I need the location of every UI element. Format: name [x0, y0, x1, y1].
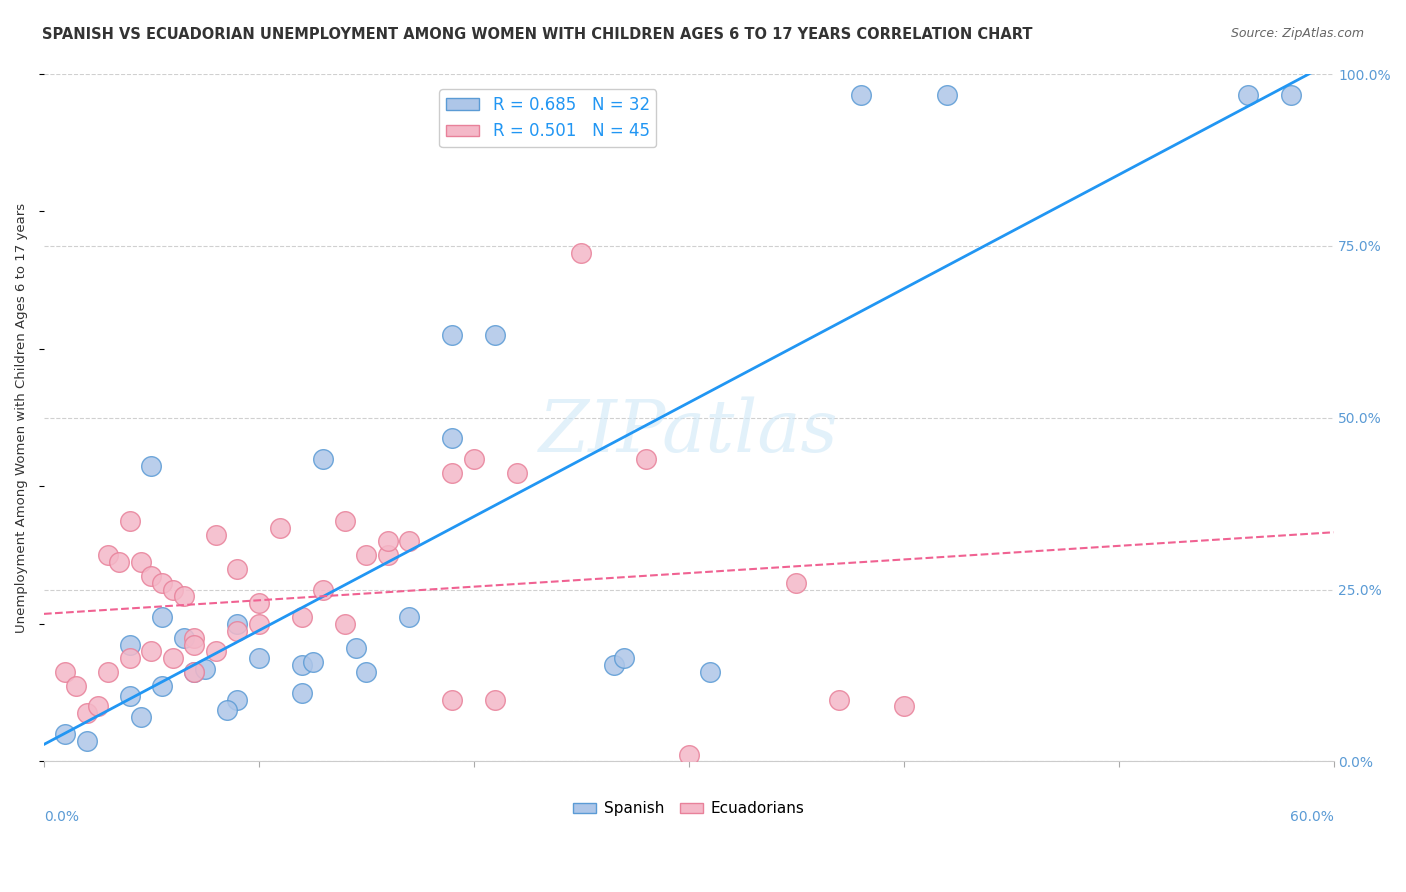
Point	[162, 582, 184, 597]
Point	[247, 616, 270, 631]
Point	[150, 610, 173, 624]
Point	[1236, 87, 1258, 102]
Point	[150, 575, 173, 590]
Point	[333, 514, 356, 528]
Point	[441, 466, 464, 480]
Point	[226, 624, 249, 638]
Point	[356, 548, 378, 562]
Point	[118, 689, 141, 703]
Point	[118, 638, 141, 652]
Point	[506, 466, 529, 480]
Point	[441, 431, 464, 445]
Point	[205, 644, 228, 658]
Point	[150, 679, 173, 693]
Point	[377, 534, 399, 549]
Point	[141, 644, 163, 658]
Point	[893, 699, 915, 714]
Point	[183, 665, 205, 679]
Point	[215, 703, 238, 717]
Point	[398, 534, 420, 549]
Point	[312, 582, 335, 597]
Point	[162, 651, 184, 665]
Point	[65, 679, 87, 693]
Point	[849, 87, 872, 102]
Point	[129, 709, 152, 723]
Point	[269, 521, 291, 535]
Text: SPANISH VS ECUADORIAN UNEMPLOYMENT AMONG WOMEN WITH CHILDREN AGES 6 TO 17 YEARS : SPANISH VS ECUADORIAN UNEMPLOYMENT AMONG…	[42, 27, 1032, 42]
Point	[173, 631, 195, 645]
Point	[97, 548, 120, 562]
Point	[441, 692, 464, 706]
Point	[333, 616, 356, 631]
Point	[118, 514, 141, 528]
Point	[76, 706, 98, 721]
Point	[183, 665, 205, 679]
Point	[205, 527, 228, 541]
Point	[129, 555, 152, 569]
Point	[247, 596, 270, 610]
Point	[678, 747, 700, 762]
Point	[86, 699, 108, 714]
Point	[301, 655, 323, 669]
Text: 60.0%: 60.0%	[1289, 810, 1333, 823]
Point	[356, 665, 378, 679]
Point	[55, 727, 77, 741]
Point	[291, 686, 314, 700]
Point	[484, 692, 506, 706]
Point	[484, 328, 506, 343]
Point	[634, 452, 657, 467]
Point	[173, 590, 195, 604]
Point	[291, 658, 314, 673]
Point	[463, 452, 485, 467]
Point	[569, 245, 592, 260]
Legend: R = 0.685   N = 32, R = 0.501   N = 45: R = 0.685 N = 32, R = 0.501 N = 45	[439, 89, 657, 147]
Point	[291, 610, 314, 624]
Point	[141, 569, 163, 583]
Text: 0.0%: 0.0%	[44, 810, 79, 823]
Point	[398, 610, 420, 624]
Point	[602, 658, 624, 673]
Point	[828, 692, 851, 706]
Point	[183, 631, 205, 645]
Y-axis label: Unemployment Among Women with Children Ages 6 to 17 years: Unemployment Among Women with Children A…	[15, 202, 28, 632]
Point	[935, 87, 957, 102]
Point	[118, 651, 141, 665]
Point	[194, 662, 217, 676]
Point	[785, 575, 807, 590]
Point	[97, 665, 120, 679]
Point	[247, 651, 270, 665]
Point	[76, 733, 98, 747]
Point	[312, 452, 335, 467]
Point	[183, 638, 205, 652]
Text: Source: ZipAtlas.com: Source: ZipAtlas.com	[1230, 27, 1364, 40]
Point	[226, 692, 249, 706]
Point	[441, 328, 464, 343]
Point	[699, 665, 721, 679]
Point	[377, 548, 399, 562]
Point	[108, 555, 131, 569]
Text: ZIPatlas: ZIPatlas	[538, 396, 838, 467]
Point	[613, 651, 636, 665]
Point	[55, 665, 77, 679]
Point	[141, 458, 163, 473]
Point	[226, 616, 249, 631]
Point	[344, 640, 367, 655]
Point	[226, 562, 249, 576]
Point	[1279, 87, 1302, 102]
